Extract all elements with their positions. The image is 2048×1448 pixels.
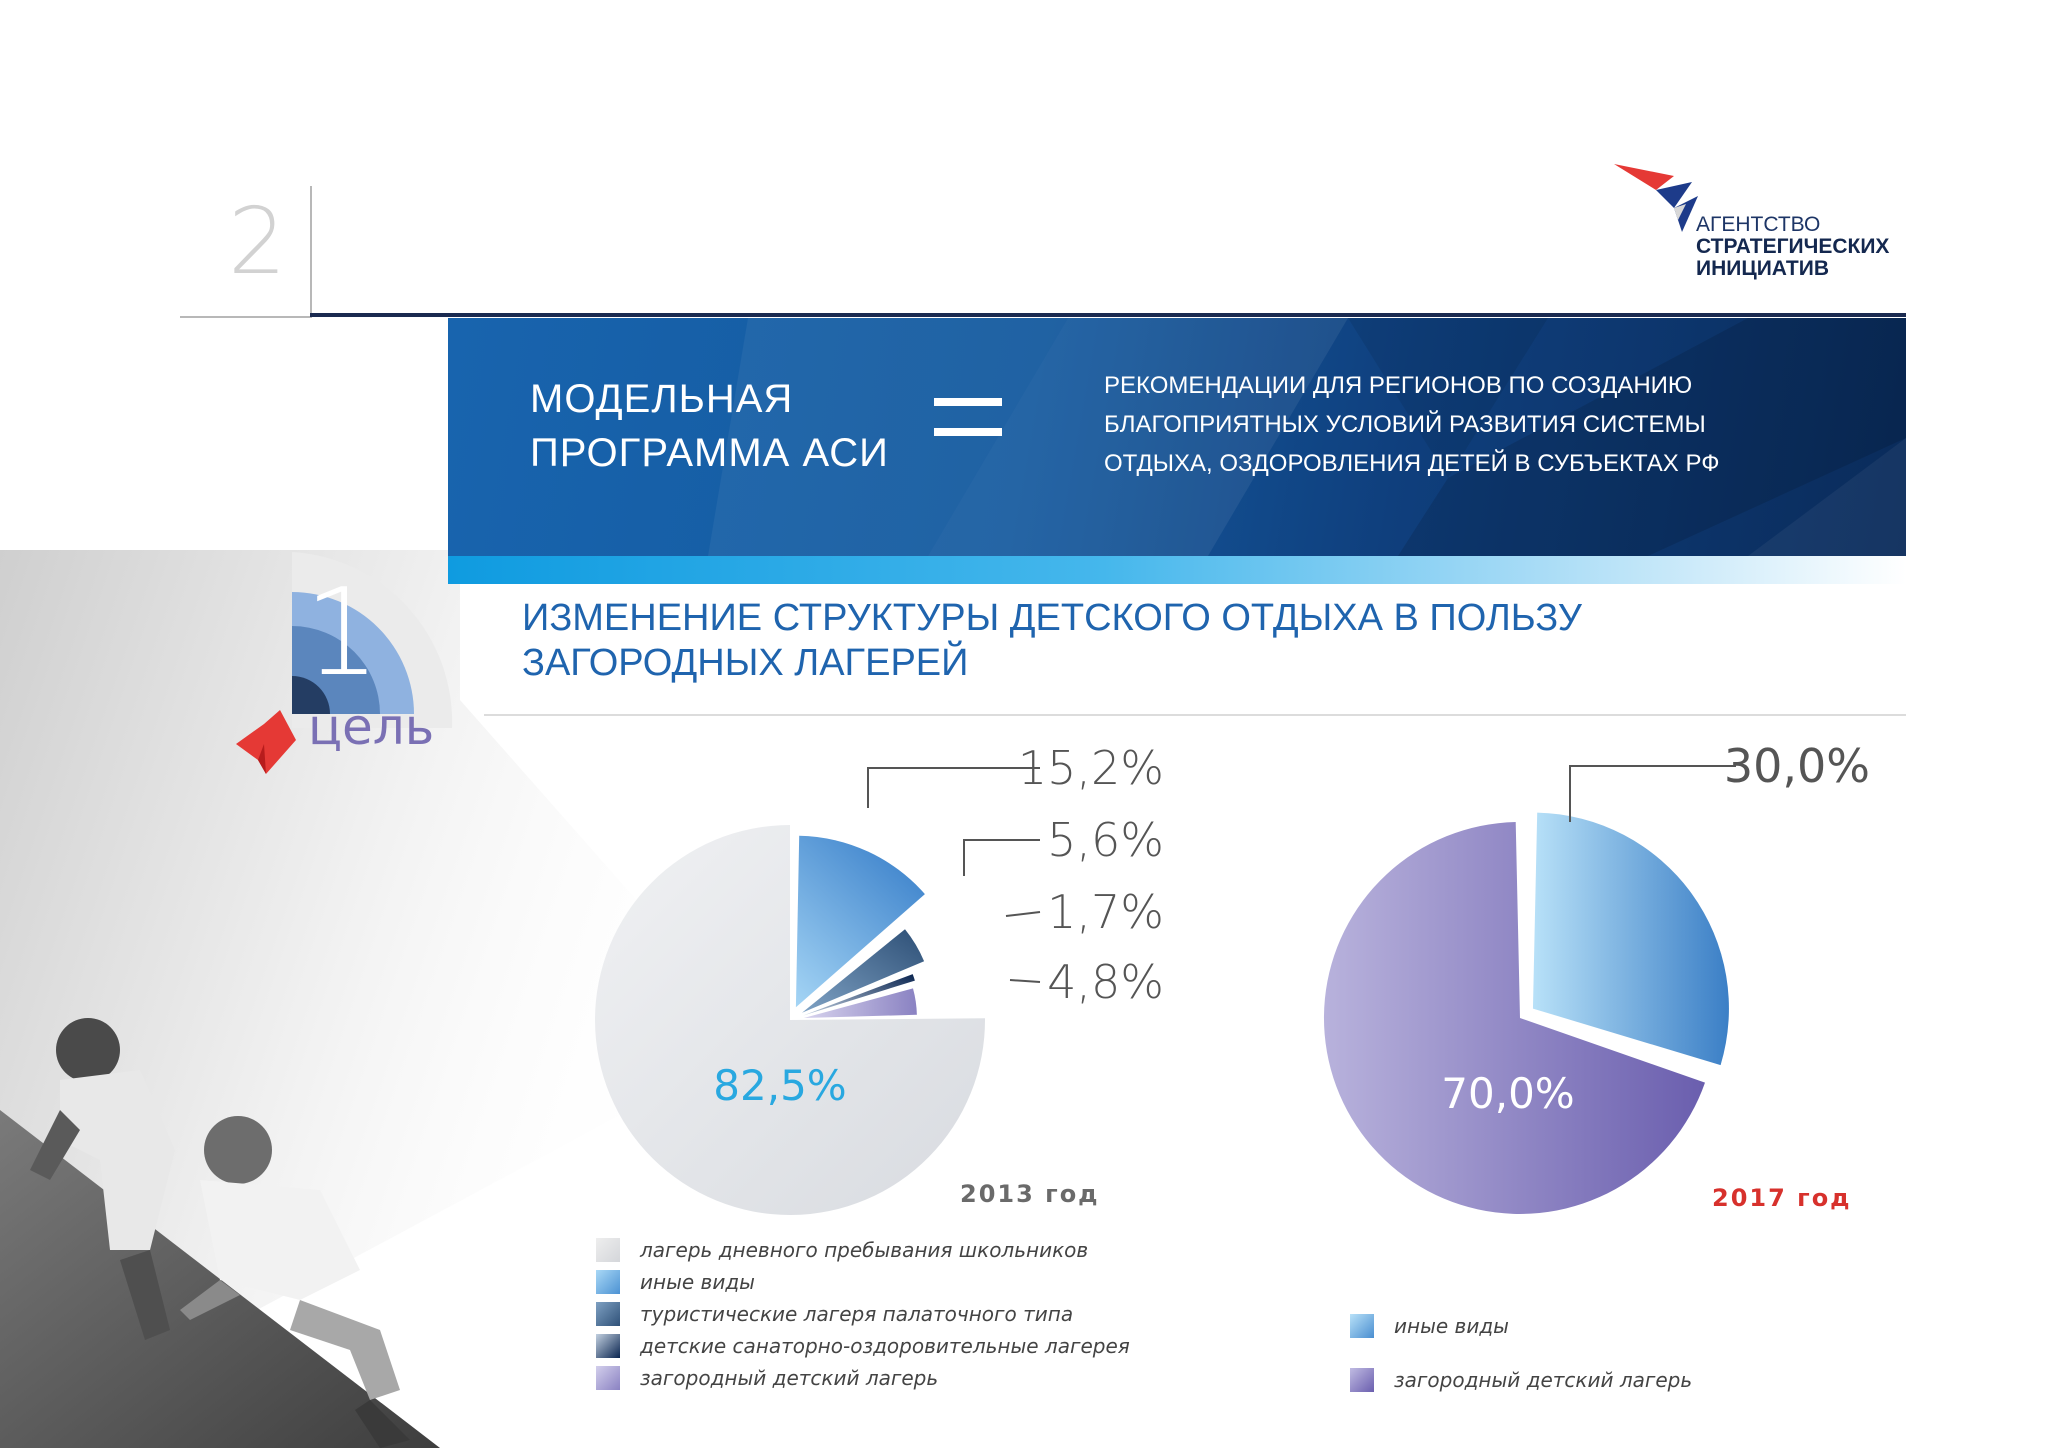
slice-туристические-лагеря-палаточного-типа [802,929,925,1013]
section-title-line-1: ИЗМЕНЕНИЕ СТРУКТУРЫ ДЕТСКОГО ОТДЫХА В ПО… [522,597,1582,639]
banner [448,318,1906,556]
year-label-2013: 2013 год [960,1180,1100,1208]
section-title: ИЗМЕНЕНИЕ СТРУКТУРЫ ДЕТСКОГО ОТДЫХА В ПО… [522,596,1582,686]
legend-2017: иные виды загородный детский лагерь [1350,1314,1770,1394]
slice-детские-санаторно-оздоровительные-лагерея [803,974,915,1016]
legend-swatch [1350,1314,1374,1338]
logo-line-1: АГЕНТСТВО [1696,213,1821,236]
goal-word: цель [308,698,435,756]
value-label: 70,0% [1441,1069,1574,1118]
value-label: 4,8% [1047,955,1164,1009]
legend-swatch [596,1302,620,1326]
pie-chart-2013: 15,2% 5,6% 1,7% 4,8% 82,5% [595,741,1164,1215]
callout-line [1569,765,1736,822]
banner-description-line-2: БЛАГОПРИЯТНЫХ УСЛОВИЙ РАЗВИТИЯ СИСТЕМЫ [1104,411,1706,438]
slice-загородный-детский-лагерь [803,988,917,1018]
logo-line-2: СТРАТЕГИЧЕСКИХ [1696,235,1890,258]
banner-description-line-3: ОТДЫХА, ОЗДОРОВЛЕНИЯ ДЕТЕЙ В СУБЪЕКТАХ Р… [1104,450,1720,477]
header-divider-vertical [310,186,312,318]
legend-label: иные виды [1394,1314,1509,1338]
callout-line [963,839,1040,876]
callout-line [867,767,1040,808]
logo-line-3: ИНИЦИАТИВ [1696,257,1829,280]
section-divider [484,714,1906,716]
slice-иные-виды [795,835,925,1008]
callout-line [1005,911,1041,917]
slice-иные-виды [1532,812,1729,1066]
goal-badge-icon [292,552,453,728]
banner-title-line-1: МОДЕЛЬНАЯ [530,377,794,421]
logo-text: АГЕНТСТВО СТРАТЕГИЧЕСКИХ ИНИЦИАТИВ [1696,214,1889,280]
value-label: 15,2% [1018,741,1164,795]
value-label: 1,7% [1047,885,1164,939]
legend-label: туристические лагеря палаточного типа [640,1302,1074,1326]
value-label: 5,6% [1047,813,1164,867]
banner-accent-bar [448,556,1906,584]
equals-sign-icon [934,398,1002,438]
page-number: 2 [228,188,287,295]
banner-facets [708,318,1906,556]
banner-title: МОДЕЛЬНАЯ ПРОГРАММА АСИ [530,372,889,480]
banner-description: РЕКОМЕНДАЦИИ ДЛЯ РЕГИОНОВ ПО СОЗДАНИЮ БЛ… [1104,366,1719,483]
legend-label: иные виды [640,1270,755,1294]
banner-description-line-1: РЕКОМЕНДАЦИИ ДЛЯ РЕГИОНОВ ПО СОЗДАНИЮ [1104,372,1693,399]
legend-swatch [596,1270,620,1294]
legend-swatch [596,1238,620,1262]
children-climbing-photo [0,1018,440,1448]
callout-line [1009,979,1041,983]
legend-2013: лагерь дневного пребывания школьников ины… [596,1238,1156,1398]
asi-logo-icon [1614,164,1698,232]
legend-label: детские санаторно-оздоровительные лагере… [640,1334,1130,1358]
slice-загородный-детский-лагерь [1323,822,1705,1214]
year-label-2017: 2017 год [1712,1184,1852,1212]
value-label: 82,5% [713,1061,846,1110]
header-divider-right [310,313,1906,317]
legend-swatch [596,1366,620,1390]
legend-label: загородный детский лагерь [1394,1368,1693,1392]
header-divider-left [180,316,310,318]
banner-title-line-2: ПРОГРАММА АСИ [530,431,889,475]
goal-number: 1 [304,564,381,703]
section-title-line-2: ЗАГОРОДНЫХ ЛАГЕРЕЙ [522,642,969,684]
legend-swatch [1350,1368,1374,1392]
legend-swatch [596,1334,620,1358]
goal-arrow-icon [236,710,296,774]
pie-chart-2017: 30,0% 70,0% [1323,739,1870,1214]
legend-label: лагерь дневного пребывания школьников [640,1238,1089,1262]
slice-лагерь-дневного-пребывания-школьников [595,825,986,1215]
value-label: 30,0% [1724,739,1870,793]
legend-label: загородный детский лагерь [640,1366,939,1390]
